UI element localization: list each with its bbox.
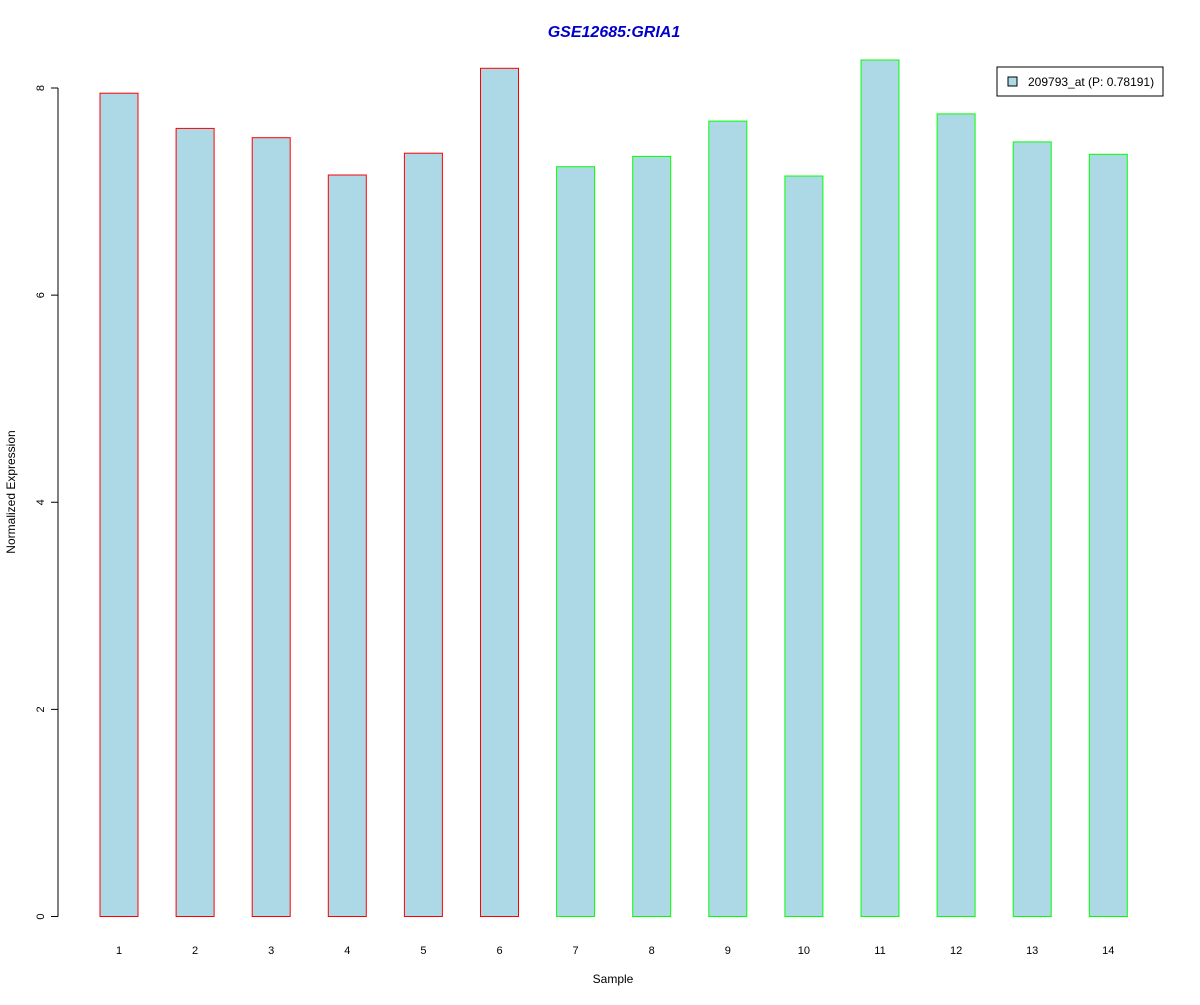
x-axis-label: Sample xyxy=(593,972,634,986)
chart-title: GSE12685:GRIA1 xyxy=(548,24,681,41)
bar-sample-14 xyxy=(1088,153,1128,918)
legend-swatch xyxy=(1007,76,1018,87)
x-tick-label: 14 xyxy=(1102,945,1114,957)
bar-sample-10 xyxy=(784,175,824,917)
y-tick-label: 0 xyxy=(35,913,47,919)
bar-sample-9 xyxy=(708,120,748,918)
x-tick-label: 3 xyxy=(268,945,274,957)
x-tick-label: 1 xyxy=(116,945,122,957)
y-tick-label: 6 xyxy=(35,292,47,298)
x-tick-label: 9 xyxy=(725,945,731,957)
legend: 209793_at (P: 0.78191) xyxy=(996,66,1164,97)
x-tick-label: 13 xyxy=(1026,945,1038,957)
bar-sample-7 xyxy=(556,166,596,917)
bar-sample-2 xyxy=(175,127,215,917)
y-tick-label: 8 xyxy=(35,85,47,91)
bar-sample-1 xyxy=(99,92,139,917)
legend-label: 209793_at (P: 0.78191) xyxy=(1028,75,1154,89)
bar-sample-5 xyxy=(403,152,443,917)
x-tick-label: 8 xyxy=(649,945,655,957)
y-tick-label: 4 xyxy=(35,499,47,505)
y-axis: 0 2 4 6 8 xyxy=(35,85,59,920)
legend-box xyxy=(996,66,1164,97)
y-tick-label: 2 xyxy=(35,706,47,712)
x-tick-label: 12 xyxy=(950,945,962,957)
y-axis-label: Normalized Expression xyxy=(4,430,18,553)
bar-sample-13 xyxy=(1012,141,1052,917)
bar-sample-12 xyxy=(936,113,976,917)
x-tick-label: 2 xyxy=(192,945,198,957)
x-tick-label: 11 xyxy=(874,945,885,957)
x-tick-labels: 1 2 3 4 5 6 7 8 9 10 11 12 13 14 xyxy=(116,945,1114,957)
x-tick-label: 5 xyxy=(420,945,426,957)
x-tick-label: 6 xyxy=(496,945,502,957)
bars-group xyxy=(99,59,1128,918)
bar-sample-3 xyxy=(251,137,291,917)
x-tick-label: 7 xyxy=(573,945,579,957)
bar-sample-11 xyxy=(860,59,900,917)
bar-sample-4 xyxy=(327,174,367,917)
x-tick-label: 4 xyxy=(344,945,350,957)
bar-sample-8 xyxy=(632,155,672,917)
bar-sample-6 xyxy=(480,67,519,918)
x-tick-label: 10 xyxy=(798,945,810,957)
